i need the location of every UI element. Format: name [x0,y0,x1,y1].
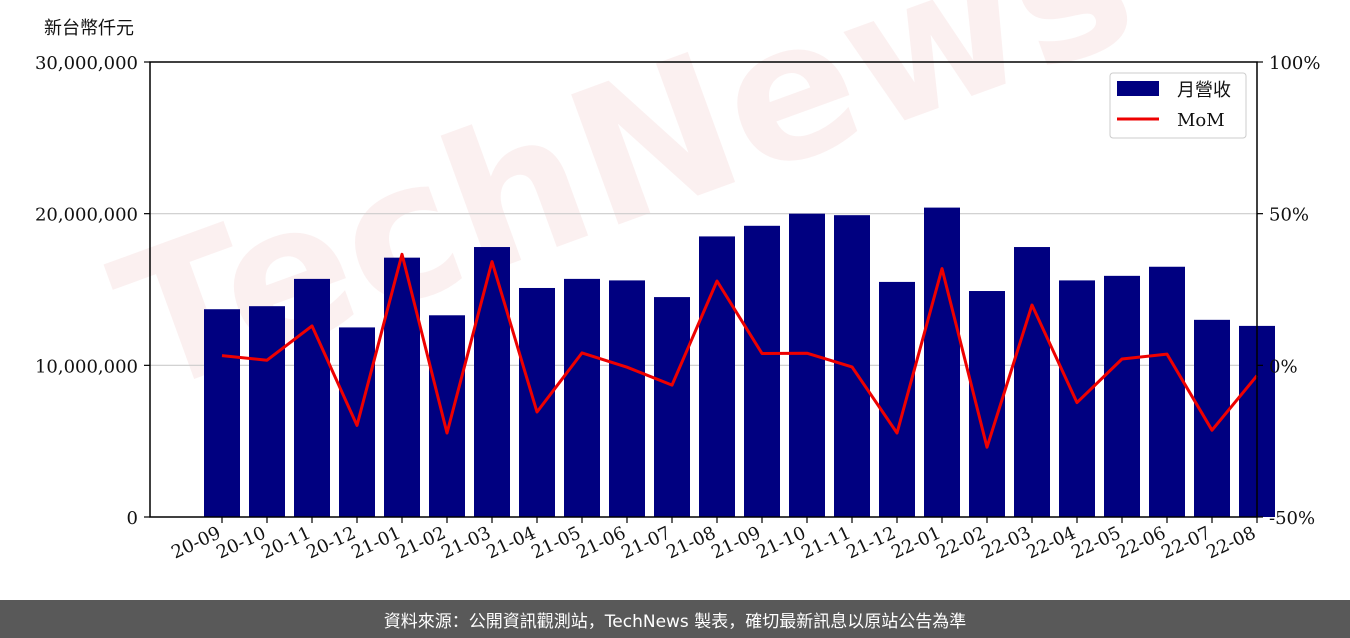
revenue-bar [1149,266,1185,517]
legend-bar-swatch [1117,81,1159,96]
revenue-bar [564,278,600,517]
right-tick-label: 100% [1269,53,1320,74]
plot-frame [149,61,1258,518]
revenue-bar [609,280,645,517]
revenue-bar [1014,247,1050,518]
x-tick-label: 22-08 [1203,522,1259,563]
revenue-bar [519,287,555,517]
bar-series [204,207,1275,518]
mom-line [221,252,1259,449]
revenue-bar [294,278,330,517]
line-series [221,252,1259,449]
right-tick-label: 50% [1269,205,1309,226]
revenue-bar [789,213,825,517]
source-footer-text: 資料來源：公開資訊觀測站，TechNews 製表，確切最新訊息以原站公告為準 [383,611,967,632]
revenue-bar [204,309,240,517]
revenue-bar [924,207,960,517]
revenue-bar [249,306,285,517]
legend-label-mom: MoM [1177,110,1225,131]
right-tick-label: 0% [1269,356,1298,377]
x-axis: 20-0920-1020-1120-1221-0121-0221-0321-04… [168,517,1259,563]
revenue-bar [879,281,915,517]
revenue-bar [1194,319,1230,517]
left-tick-label: 30,000,000 [35,53,138,74]
revenue-chart: TechNews 010,000,00020,000,00030,000,000… [35,0,1321,563]
legend-label-revenue: 月營收 [1177,80,1231,101]
left-tick-label: 0 [127,508,138,529]
right-y-axis: -50% 0% 50% 100% [1257,53,1320,529]
revenue-bar [654,297,690,517]
revenue-bar [699,236,735,517]
left-y-axis: 0 10,000,000 20,000,000 30,000,000 [35,53,150,529]
revenue-bar [1059,280,1095,517]
left-tick-label: 10,000,000 [35,356,138,377]
legend: 月營收 MoM [1109,72,1247,139]
right-tick-label: -50% [1269,508,1315,529]
y-axis-unit-label: 新台幣仟元 [44,18,134,39]
left-tick-label: 20,000,000 [35,205,138,226]
revenue-bar [1104,275,1140,517]
revenue-bar [744,225,780,518]
revenue-bar [429,315,465,517]
source-footer: 資料來源：公開資訊觀測站，TechNews 製表，確切最新訊息以原站公告為準 [0,600,1350,638]
revenue-bar [474,247,510,518]
